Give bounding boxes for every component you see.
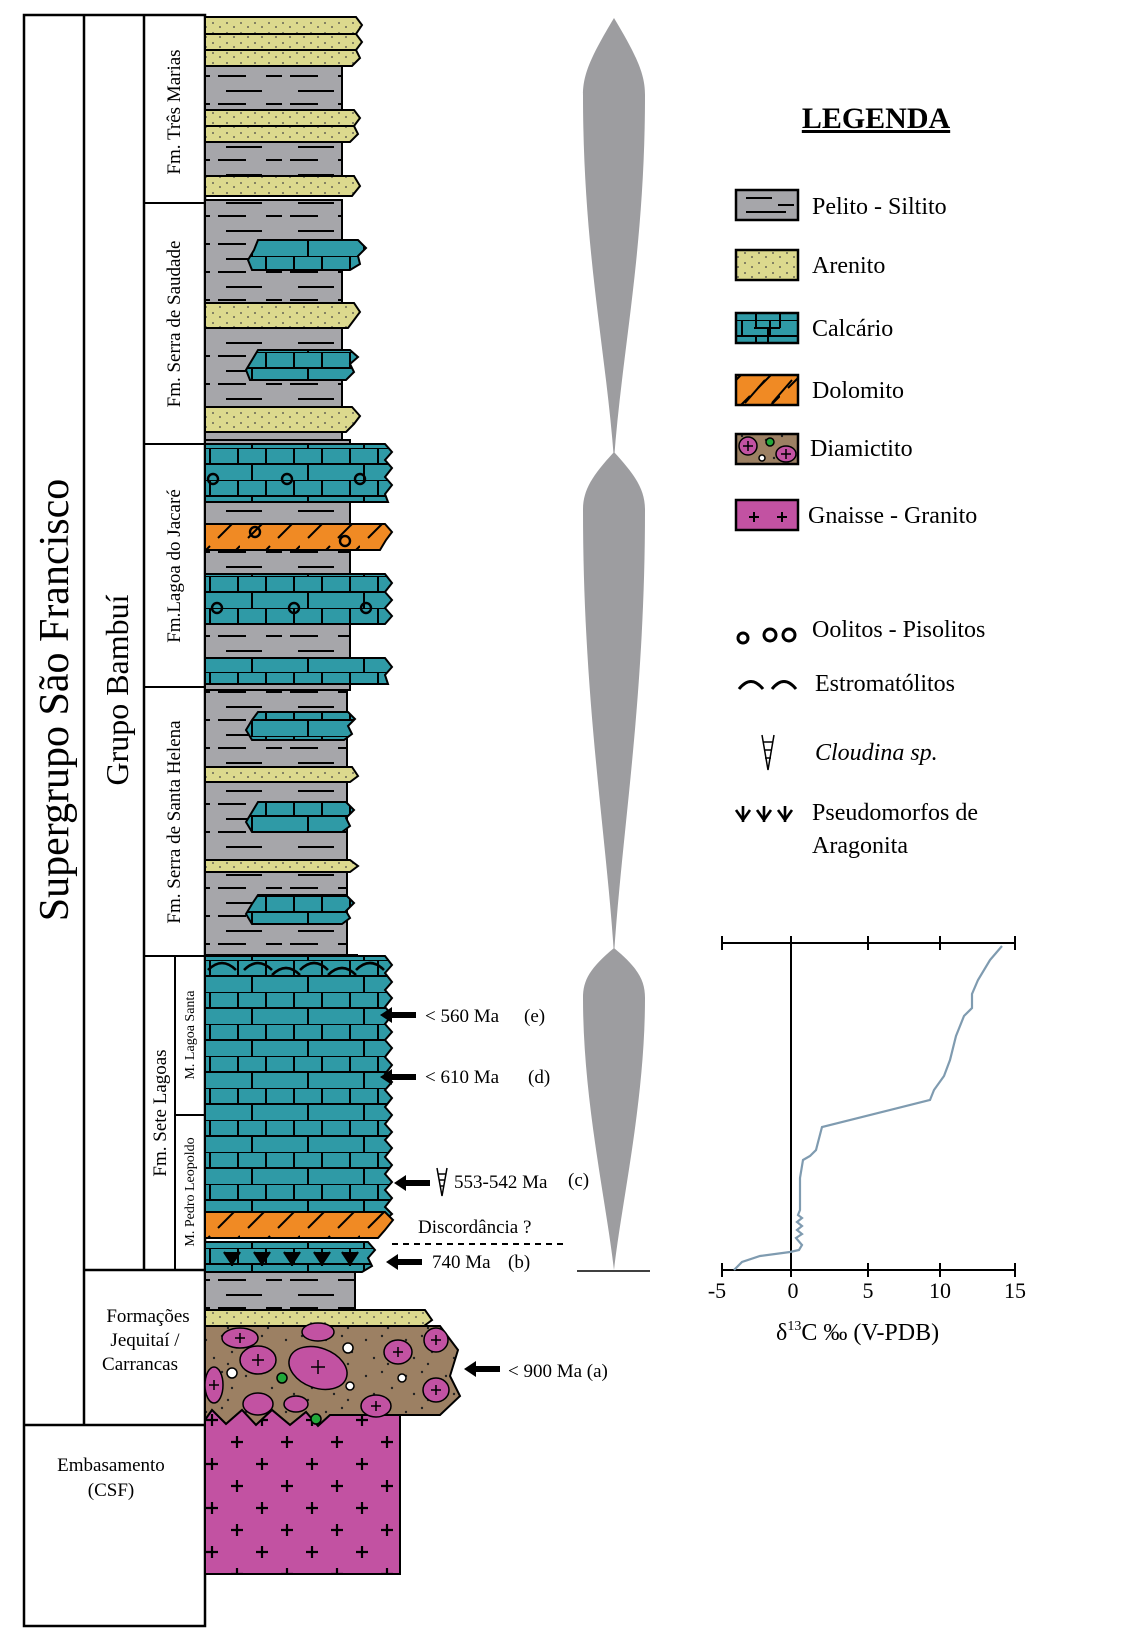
legend-item-arenito: Arenito <box>812 253 885 279</box>
oolite-symbols <box>206 472 373 615</box>
isotope-chart <box>721 936 1016 1277</box>
oolite-icon <box>736 627 797 645</box>
age-d-tag: (d) <box>528 1067 550 1088</box>
legend-diamictite-clasts <box>738 436 797 463</box>
legend-swatch-details <box>744 197 794 522</box>
legend-symbol-aragonita: Aragonita <box>812 833 908 859</box>
stromatolite-icon <box>737 680 798 690</box>
isotope-curve <box>733 945 1003 1271</box>
discordance-label: Discordância ? <box>418 1217 531 1238</box>
m-pedro-leopoldo-label: M. Pedro Leopoldo <box>183 1137 198 1246</box>
chart-x-axis-label: δ13C ‰ (V-PDB) <box>776 1319 939 1346</box>
fm-lagoa-jacare-label: Fm.Lagoa do Jacaré <box>164 489 185 643</box>
legend-symbol-estromatolitos: Estromatólitos <box>815 671 955 697</box>
age-b-tag: (b) <box>508 1252 530 1273</box>
embasamento-label-2: (CSF) <box>88 1480 134 1501</box>
tick-label-0: 0 <box>788 1278 799 1303</box>
legend-symbol-cloudina: Cloudina sp. <box>815 740 938 766</box>
age-e-label: < 560 Ma <box>425 1006 500 1027</box>
legend-item-diamictito: Diamictito <box>810 436 913 462</box>
legend-swatches <box>734 188 800 532</box>
age-a-label: < 900 Ma (a) <box>508 1361 608 1382</box>
fm-tres-marias-label: Fm. Três Marias <box>164 49 185 174</box>
age-d-label: < 610 Ma <box>425 1067 500 1088</box>
legend-item-gnaisse: Gnaisse - Granito <box>808 503 977 529</box>
jequitai-label-1: Formações <box>106 1306 189 1327</box>
cloudina-marker-icon <box>436 1167 448 1197</box>
chart-ticks <box>721 936 1016 1277</box>
m-lagoa-santa-label: M. Lagoa Santa <box>183 990 198 1080</box>
supergroup-label: Supergrupo São Francisco <box>32 479 78 922</box>
age-c-tag: (c) <box>568 1170 589 1191</box>
legend-item-pelito: Pelito - Siltito <box>812 194 947 220</box>
aragonite-symbols <box>223 1251 359 1266</box>
embasamento-label-1: Embasamento <box>57 1455 165 1476</box>
legend-item-dolomito: Dolomito <box>812 378 904 404</box>
fm-serra-saudade-label: Fm. Serra de Saudade <box>164 241 185 408</box>
tick-label-15: 15 <box>1004 1278 1026 1303</box>
age-arrows <box>380 1007 500 1377</box>
sequence-spindles <box>583 18 645 1270</box>
legend-item-calcario: Calcário <box>812 316 893 342</box>
group-label: Grupo Bambuí <box>99 594 135 785</box>
jequitai-label-2: Jequitaí / <box>110 1330 180 1351</box>
age-c-label: 553-542 Ma <box>454 1172 548 1193</box>
cloudina-icon <box>761 734 775 771</box>
tick-label-5: 5 <box>863 1278 874 1303</box>
diamictite-crosses <box>209 1333 441 1411</box>
stromatolite-symbols <box>207 961 385 976</box>
legend-symbol-oolitos: Oolitos - Pisolitos <box>812 617 985 643</box>
legend-title: LEGENDA <box>802 102 951 135</box>
age-b-label: 740 Ma <box>432 1252 491 1273</box>
jequitai-label-3: Carrancas <box>102 1354 178 1375</box>
legend-symbol-pseudomorfos: Pseudomorfos de <box>812 800 978 826</box>
aragonite-icon <box>734 806 794 823</box>
tick-label-minus5: -5 <box>708 1278 726 1303</box>
fm-sete-lagoas-label: Fm. Sete Lagoas <box>150 1049 171 1176</box>
fm-serra-santa-helena-label: Fm. Serra de Santa Helena <box>164 720 185 924</box>
age-e-tag: (e) <box>524 1006 545 1027</box>
tick-label-10: 10 <box>929 1278 951 1303</box>
